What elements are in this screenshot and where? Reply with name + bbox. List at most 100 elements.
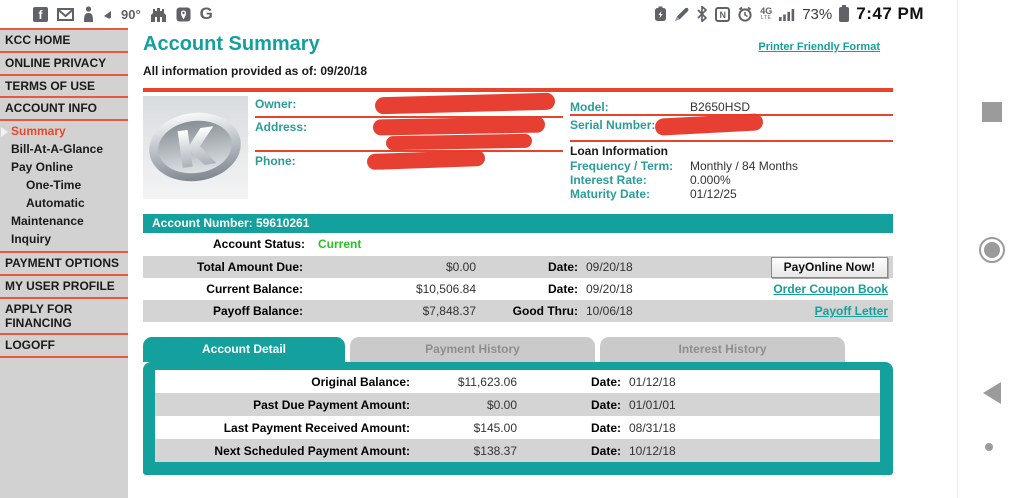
as-of-text: All information provided as of: 09/20/18 xyxy=(143,64,368,78)
person-icon xyxy=(83,6,94,22)
bluetooth-icon xyxy=(696,6,708,22)
address-divider xyxy=(255,150,563,152)
next-scheduled-value: $138.37 xyxy=(473,444,517,458)
phone-redaction xyxy=(366,149,486,171)
sidebar-item-kcc-home[interactable]: KCC HOME xyxy=(0,30,128,53)
status-right-icons: N 4G LTE 73% 7:47 PM xyxy=(654,4,1024,24)
hide-dot-icon[interactable] xyxy=(985,443,993,451)
current-balance-row: Current Balance: $10,506.84 Date: 09/20/… xyxy=(143,278,893,300)
kubota-logo xyxy=(143,96,248,199)
maturity-date-label: Maturity Date: xyxy=(570,187,651,201)
total-amount-due-value: $0.00 xyxy=(445,260,476,274)
clock-text: 7:47 PM xyxy=(856,4,924,23)
status-left-icons: f 90° G xyxy=(0,4,213,24)
weather-icon xyxy=(103,10,112,19)
current-balance-date-value: 09/20/18 xyxy=(586,282,633,296)
sidebar-item-online-privacy[interactable]: ONLINE PRIVACY xyxy=(0,53,128,76)
current-balance-value: $10,506.84 xyxy=(415,282,476,296)
total-amount-due-label: Total Amount Due: xyxy=(197,260,303,274)
sidebar-item-one-time[interactable]: One-Time xyxy=(26,178,82,193)
sidebar-item-bill-at-a-glance[interactable]: Bill-At-A-Glance xyxy=(11,142,104,157)
last-payment-value: $145.00 xyxy=(473,421,517,435)
google-icon: G xyxy=(199,4,213,23)
sidebar-item-logoff[interactable]: LOGOFF xyxy=(0,335,128,359)
tab-payment-history[interactable]: Payment History xyxy=(350,337,595,362)
last-payment-date-label: Date: xyxy=(590,421,621,435)
phone-label: Phone: xyxy=(255,154,296,168)
frequency-term-label: Frequency / Term: xyxy=(570,159,674,173)
temperature-text: 90° xyxy=(121,6,141,22)
order-coupon-book-link[interactable]: Order Coupon Book xyxy=(773,282,888,296)
past-due-value: $0.00 xyxy=(486,398,517,412)
sidebar-item-summary[interactable]: Summary xyxy=(0,122,128,140)
building-icon xyxy=(150,7,167,22)
lte-icon: 4G LTE xyxy=(760,6,773,21)
interest-rate-value: 0.000% xyxy=(690,173,731,187)
sidebar-item-inquiry[interactable]: Inquiry xyxy=(11,232,52,247)
viewport-divider xyxy=(957,0,958,498)
past-due-label: Past Due Payment Amount: xyxy=(253,398,410,412)
tab-interest-history[interactable]: Interest History xyxy=(600,337,845,362)
total-amount-due-row: Total Amount Due: $0.00 Date: 09/20/18 P… xyxy=(143,256,893,278)
pay-online-now-button[interactable]: PayOnline Now! xyxy=(770,257,888,278)
back-triangle-icon[interactable] xyxy=(983,382,1001,404)
good-thru-label: Good Thru: xyxy=(512,304,578,318)
signal-bars-icon xyxy=(779,8,795,21)
maps-badge-icon xyxy=(176,7,191,22)
tab-account-detail[interactable]: Account Detail xyxy=(143,337,345,362)
next-scheduled-date-label: Date: xyxy=(590,444,621,458)
recents-square-icon[interactable] xyxy=(982,102,1002,122)
model-label: Model: xyxy=(570,100,609,114)
original-balance-label: Original Balance: xyxy=(311,375,410,389)
sidebar-nav: KCC HOME ONLINE PRIVACY TERMS OF USE ACC… xyxy=(0,28,128,498)
good-thru-date-value: 10/06/18 xyxy=(586,304,633,318)
past-due-date-label: Date: xyxy=(590,398,621,412)
sidebar-item-terms-of-use[interactable]: TERMS OF USE xyxy=(0,76,128,99)
alarm-icon xyxy=(737,6,753,22)
battery-app-icon xyxy=(654,6,667,22)
model-value: B2650HSD xyxy=(690,100,751,114)
next-scheduled-row: Next Scheduled Payment Amount: $138.37 D… xyxy=(155,439,880,462)
current-balance-label: Current Balance: xyxy=(206,282,303,296)
sidebar-item-my-user-profile[interactable]: MY USER PROFILE xyxy=(0,276,128,299)
frequency-term-value: Monthly / 84 Months xyxy=(690,159,799,173)
printer-friendly-link[interactable]: Printer Friendly Format xyxy=(758,41,880,53)
address-label: Address: xyxy=(255,120,308,134)
main-content: Account Summary Printer Friendly Format … xyxy=(135,28,895,498)
sidebar-account-info-group: Summary Bill-At-A-Glance Pay Online One-… xyxy=(0,121,128,254)
loan-information-title: Loan Information xyxy=(570,144,668,158)
sidebar-item-account-info[interactable]: ACCOUNT INFO xyxy=(0,98,128,122)
last-payment-label: Last Payment Received Amount: xyxy=(223,421,410,435)
past-due-row: Past Due Payment Amount: $0.00 Date: 01/… xyxy=(155,393,880,416)
original-balance-date-value: 01/12/18 xyxy=(629,375,676,389)
current-balance-date-label: Date: xyxy=(547,282,578,296)
gmail-icon xyxy=(57,7,74,21)
battery-percent-text: 73% xyxy=(802,5,833,23)
last-payment-date-value: 08/31/18 xyxy=(629,421,676,435)
battery-icon xyxy=(839,4,850,22)
payoff-balance-label: Payoff Balance: xyxy=(212,304,303,318)
sidebar-item-apply-for-financing[interactable]: APPLY FOR FINANCING xyxy=(0,299,128,336)
interest-rate-label: Interest Rate: xyxy=(570,173,647,187)
sidebar-item-payment-options[interactable]: PAYMENT OPTIONS xyxy=(0,253,128,276)
serial-number-label: Serial Number: xyxy=(570,118,656,132)
address-redaction-2 xyxy=(385,133,533,151)
serial-redaction xyxy=(654,113,764,136)
sidebar-item-automatic[interactable]: Automatic xyxy=(26,196,85,211)
page-title: Account Summary xyxy=(143,33,320,55)
total-due-date-value: 09/20/18 xyxy=(586,260,633,274)
account-status-label: Account Status: xyxy=(212,237,305,251)
stylus-icon xyxy=(674,7,689,22)
home-circle-icon[interactable] xyxy=(979,237,1005,263)
sidebar-item-pay-online[interactable]: Pay Online xyxy=(11,160,74,175)
sidebar-item-maintenance[interactable]: Maintenance xyxy=(11,214,84,229)
payoff-letter-link[interactable]: Payoff Letter xyxy=(814,304,888,318)
account-status-value: Current xyxy=(318,237,362,251)
status-bar: f 90° G N 4G LTE xyxy=(0,0,1024,28)
original-balance-row: Original Balance: $11,623.06 Date: 01/12… xyxy=(155,370,880,393)
payoff-balance-row: Payoff Balance: $7,848.37 Good Thru: 10/… xyxy=(143,300,893,322)
active-arrow-icon xyxy=(1,127,8,138)
next-scheduled-label: Next Scheduled Payment Amount: xyxy=(214,444,410,458)
owner-divider xyxy=(255,116,563,118)
past-due-date-value: 01/01/01 xyxy=(629,398,676,412)
